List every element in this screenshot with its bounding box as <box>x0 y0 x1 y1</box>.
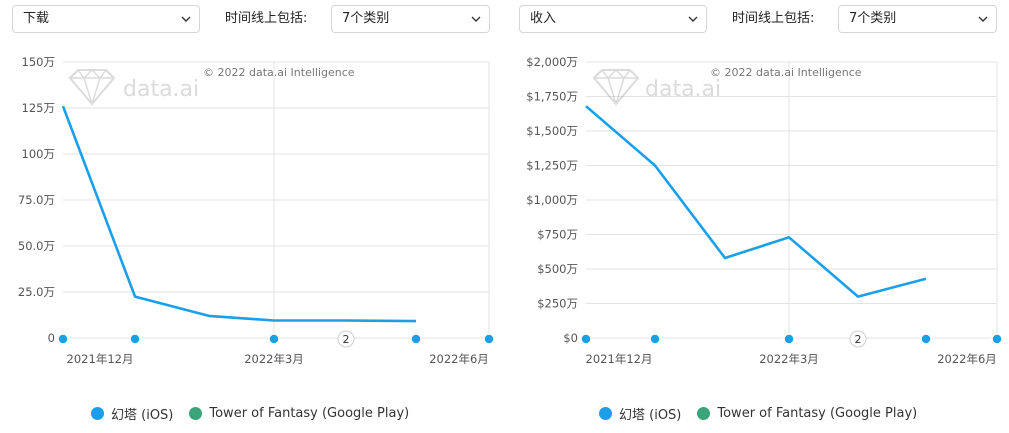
y-tick-label: 0 <box>48 331 55 345</box>
y-tick-label: 125万 <box>22 101 55 115</box>
chevron-down-icon <box>688 16 698 22</box>
watermark-copyright: © 2022 data.ai Intelligence <box>203 66 355 79</box>
legend-dot <box>91 407 104 420</box>
legend-label: Tower of Fantasy (Google Play) <box>717 406 918 421</box>
data-ai-watermark: data.ai <box>68 68 199 107</box>
y-tick-label: $250万 <box>537 297 578 311</box>
diamond-logo-facets <box>70 68 114 107</box>
right-metric-select[interactable]: 收入 <box>519 5 707 33</box>
legend-item-ios[interactable]: 幻塔 (iOS) <box>91 404 173 423</box>
legend-dot <box>697 407 711 420</box>
y-tick-label: 150万 <box>22 55 55 69</box>
left-legend: 幻塔 (iOS) Tower of Fantasy (Google Play) <box>91 404 425 423</box>
axis-marker-dot <box>580 333 592 345</box>
y-tick-label: $0 <box>563 331 578 345</box>
right-metric-value: 收入 <box>530 11 557 26</box>
axis-marker-dot <box>129 333 141 345</box>
chevron-down-icon <box>471 16 481 22</box>
x-tick-label: 2021年12月 <box>586 352 653 366</box>
right-legend: 幻塔 (iOS) Tower of Fantasy (Google Play) <box>599 404 933 423</box>
axis-marker-dot <box>783 333 795 345</box>
y-tick-label: $750万 <box>537 228 578 242</box>
diamond-logo-icon <box>68 69 116 106</box>
left-filter-select[interactable]: 7个类别 <box>331 5 490 33</box>
y-tick-label: $1,500万 <box>526 124 578 138</box>
legend-dot <box>189 407 203 420</box>
legend-label: 幻塔 (iOS) <box>111 408 174 423</box>
series-line <box>585 105 927 298</box>
axis-marker-dot <box>649 333 661 345</box>
y-tick-label: $1,750万 <box>526 90 578 104</box>
axis-marker-dot <box>57 333 69 345</box>
y-tick-label: $1,000万 <box>526 193 578 207</box>
axis-marker-dot <box>483 333 495 345</box>
chevron-down-icon <box>181 16 191 22</box>
chart-revenue: $0 $250万 $500万 $750万 $1,000万 $1,250万 $1,500万 $1… <box>526 55 1003 366</box>
event-marker <box>849 330 867 348</box>
x-tick-label: 2021年12月 <box>67 352 134 366</box>
axis-marker-dot <box>920 333 932 345</box>
y-tick-label: $500万 <box>537 262 578 276</box>
right-filter-value: 7个类别 <box>849 11 897 26</box>
legend-label: Tower of Fantasy (Google Play) <box>209 406 410 421</box>
legend-item-google-play[interactable]: Tower of Fantasy (Google Play) <box>697 406 917 421</box>
diamond-logo-facets <box>594 68 638 107</box>
axis-marker-dot <box>991 333 1003 345</box>
y-tick-label: $1,250万 <box>526 159 578 173</box>
y-tick-label: 75.0万 <box>18 193 55 207</box>
watermark-brand: data.ai <box>645 77 721 102</box>
legend-dot <box>599 407 612 420</box>
x-tick-label: 2022年3月 <box>244 352 304 366</box>
left-metric-value: 下载 <box>23 11 50 26</box>
event-marker-label: 2 <box>855 333 862 346</box>
event-marker <box>337 330 355 348</box>
x-tick-label: 2022年6月 <box>429 352 489 366</box>
chart-downloads: 0 25.0万 50.0万 75.0万 100万 125万 150万 data.ai © 202… <box>18 55 495 366</box>
event-marker-label: 2 <box>343 333 350 346</box>
diamond-logo-icon <box>592 69 640 106</box>
watermark-brand: data.ai <box>123 77 199 102</box>
x-tick-label: 2022年3月 <box>759 352 819 366</box>
left-metric-select[interactable]: 下载 <box>12 5 200 33</box>
right-filter-select[interactable]: 7个类别 <box>838 5 997 33</box>
left-filter-value: 7个类别 <box>342 11 390 26</box>
y-tick-label: 100万 <box>22 147 55 161</box>
legend-item-ios[interactable]: 幻塔 (iOS) <box>599 404 681 423</box>
right-filter-label: 时间线上包括: <box>732 11 815 26</box>
x-tick-label: 2022年6月 <box>937 352 997 366</box>
watermark-copyright: © 2022 data.ai Intelligence <box>710 66 862 79</box>
legend-label: 幻塔 (iOS) <box>619 408 682 423</box>
y-tick-label: 50.0万 <box>18 239 55 253</box>
series-line <box>61 105 417 323</box>
chevron-down-icon <box>978 16 988 22</box>
y-tick-label: 25.0万 <box>18 285 55 299</box>
data-ai-watermark: data.ai <box>592 68 721 107</box>
axis-marker-dot <box>268 333 280 345</box>
y-tick-label: $2,000万 <box>526 55 578 69</box>
legend-item-google-play[interactable]: Tower of Fantasy (Google Play) <box>189 406 409 421</box>
left-filter-label: 时间线上包括: <box>225 11 308 26</box>
axis-marker-dot <box>410 333 422 345</box>
